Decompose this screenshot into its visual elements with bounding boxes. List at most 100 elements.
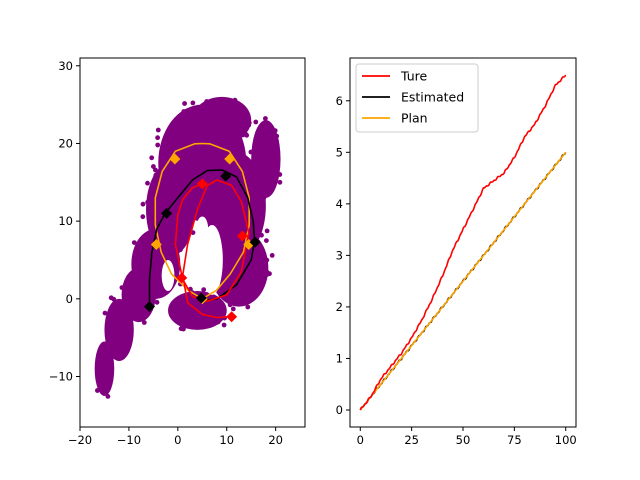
cloud-point-98 bbox=[209, 194, 215, 200]
cloud-point-147 bbox=[238, 245, 243, 250]
cloud-point-187 bbox=[191, 191, 196, 197]
cloud-point-235 bbox=[137, 310, 143, 316]
cloud-point-145 bbox=[269, 253, 275, 258]
right-xtick-label: 25 bbox=[404, 433, 419, 447]
right-axes: 0 25 50 75 100 0 1 2 3 4 5 6 bbox=[336, 94, 577, 447]
cloud-point-93 bbox=[227, 249, 233, 255]
cloud-point-55 bbox=[204, 99, 210, 104]
cloud-point-181 bbox=[163, 220, 169, 226]
left-xtick-label: 0 bbox=[174, 433, 181, 447]
cloud-point-329 bbox=[270, 166, 276, 172]
cloud-point-102 bbox=[214, 222, 219, 228]
cloud-point-239 bbox=[150, 298, 156, 304]
left-axes: −20 −10 0 10 20 −10 0 10 20 30 bbox=[49, 59, 283, 447]
cloud-point-97 bbox=[249, 170, 255, 176]
cloud-point-215 bbox=[131, 240, 137, 246]
right-ytick-label: 1 bbox=[336, 351, 343, 365]
cloud-point-246 bbox=[126, 276, 132, 282]
cloud-point-159 bbox=[245, 298, 251, 304]
right-frame bbox=[349, 57, 577, 428]
cloud-point-76 bbox=[164, 153, 170, 159]
cloud-point-17 bbox=[173, 126, 179, 132]
cloud-point-224 bbox=[152, 250, 158, 256]
cloud-point-245 bbox=[131, 285, 137, 291]
cloud-point-158 bbox=[264, 238, 269, 244]
cloud-point-60 bbox=[159, 195, 165, 201]
cloud-point-247 bbox=[120, 305, 125, 310]
true-marker-3 bbox=[236, 230, 248, 242]
cloud-point-2 bbox=[181, 211, 187, 217]
cloud-point-321 bbox=[267, 161, 272, 167]
left-ytick-label: 0 bbox=[66, 292, 73, 306]
cloud-point-109 bbox=[211, 183, 217, 189]
cloud-point-226 bbox=[154, 258, 160, 264]
cloud-point-10 bbox=[227, 130, 232, 135]
cloud-point-67 bbox=[178, 173, 184, 179]
cloud-point-278 bbox=[196, 320, 202, 326]
cloud-point-217 bbox=[138, 244, 144, 249]
cloud-point-196 bbox=[151, 190, 157, 196]
left-ytick-label: −10 bbox=[49, 370, 73, 384]
cloud-point-195 bbox=[161, 175, 167, 181]
cloud-point-314 bbox=[263, 116, 268, 121]
cloud-point-221 bbox=[133, 281, 139, 286]
cloud-point-192 bbox=[172, 169, 178, 175]
cloud-point-131 bbox=[237, 187, 243, 193]
cloud-point-53 bbox=[155, 142, 161, 148]
cloud-point-83 bbox=[225, 239, 230, 245]
cloud-point-284 bbox=[176, 316, 182, 322]
cloud-point-291 bbox=[238, 116, 244, 122]
cloud-point-311 bbox=[195, 113, 201, 119]
left-xtick-label: 10 bbox=[219, 433, 234, 447]
cloud-point-258 bbox=[111, 296, 117, 302]
cloud-point-130 bbox=[233, 233, 239, 239]
estimated-marker-2 bbox=[220, 170, 232, 182]
cloud-point-312 bbox=[272, 128, 278, 134]
series-line-plan bbox=[359, 151, 567, 411]
series-line-ture bbox=[359, 74, 567, 411]
cloud-point-301 bbox=[208, 106, 213, 111]
right-ytick-label: 2 bbox=[336, 300, 343, 314]
cloud-point-262 bbox=[114, 329, 119, 335]
cloud-point-267 bbox=[95, 388, 100, 393]
cloud-point-134 bbox=[251, 189, 257, 195]
cloud-point-294 bbox=[232, 97, 238, 103]
cloud-point-231 bbox=[158, 236, 164, 242]
cloud-point-9 bbox=[232, 206, 238, 212]
cloud-point-248 bbox=[134, 293, 140, 298]
right-ytick-label: 3 bbox=[336, 248, 343, 262]
legend-box bbox=[355, 63, 479, 133]
plan-path bbox=[154, 142, 250, 300]
cloud-point-78 bbox=[197, 155, 203, 161]
cloud-point-126 bbox=[216, 149, 222, 155]
cloud-point-146 bbox=[245, 304, 251, 310]
cloud-point-161 bbox=[230, 306, 236, 312]
right-xtick-label: 50 bbox=[456, 433, 471, 447]
cloud-point-322 bbox=[257, 196, 263, 201]
cloud-point-168 bbox=[246, 253, 252, 258]
cloud-point-212 bbox=[166, 237, 172, 243]
cloud-point-313 bbox=[277, 179, 283, 185]
point-cloud bbox=[94, 96, 283, 399]
cloud-point-205 bbox=[153, 172, 159, 178]
cloud-point-211 bbox=[140, 239, 146, 245]
cloud-point-240 bbox=[141, 320, 147, 325]
cloud-point-142 bbox=[231, 251, 237, 256]
cloud-point-310 bbox=[246, 120, 252, 126]
cloud-point-170 bbox=[229, 261, 234, 267]
cloud-gap-2 bbox=[161, 259, 175, 292]
cloud-point-69 bbox=[181, 109, 187, 114]
cloud-point-72 bbox=[228, 126, 233, 131]
cloud-point-164 bbox=[242, 291, 248, 297]
cloud-point-197 bbox=[173, 201, 179, 207]
legend: Ture Estimated Plan bbox=[355, 63, 479, 133]
cloud-point-207 bbox=[145, 199, 151, 205]
cloud-point-50 bbox=[161, 185, 166, 191]
cloud-point-285 bbox=[174, 302, 180, 308]
cloud-point-319 bbox=[253, 146, 259, 152]
left-markers bbox=[143, 153, 261, 323]
right-series bbox=[359, 74, 567, 411]
cloud-point-308 bbox=[243, 131, 249, 137]
cloud-point-87 bbox=[208, 153, 214, 158]
cloud-point-40 bbox=[149, 155, 155, 161]
